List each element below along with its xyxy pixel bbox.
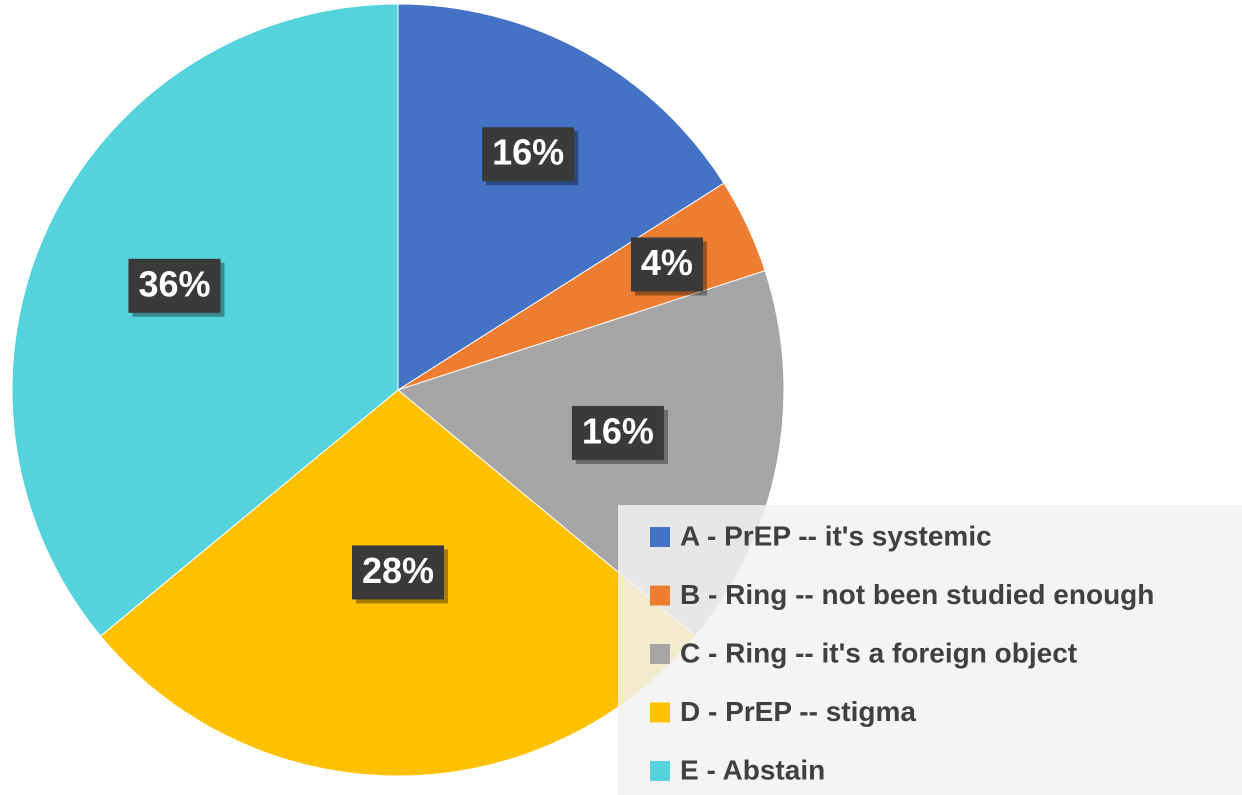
data-label: 16% xyxy=(571,405,668,464)
data-label-box xyxy=(482,127,575,182)
legend-swatch xyxy=(650,702,670,723)
data-label-box xyxy=(630,237,703,292)
data-label: 36% xyxy=(128,258,225,317)
data-label-text: 36% xyxy=(138,263,210,304)
data-label-text: 28% xyxy=(362,550,434,591)
legend-label: D - PrEP -- stigma xyxy=(680,696,916,727)
legend-label: E - Abstain xyxy=(680,754,825,785)
legend-label: B - Ring -- not been studied enough xyxy=(680,579,1154,610)
data-label: 16% xyxy=(482,127,579,186)
pie-slice xyxy=(397,3,725,391)
legend-swatch xyxy=(650,527,670,547)
data-label-box xyxy=(571,405,664,460)
legend-label: C - Ring -- it's a foreign object xyxy=(680,637,1077,668)
data-label-text: 4% xyxy=(641,242,693,283)
data-label-box xyxy=(128,258,221,313)
pie-slice xyxy=(11,3,399,637)
data-label: 4% xyxy=(630,237,707,296)
data-label-box xyxy=(351,545,445,600)
legend-swatch xyxy=(650,761,670,781)
legend-swatch xyxy=(650,644,670,664)
data-label-text: 16% xyxy=(492,132,564,173)
data-label-text: 16% xyxy=(582,410,654,451)
legend-label: A - PrEP -- it's systemic xyxy=(680,520,992,551)
data-label: 28% xyxy=(351,545,449,604)
legend-swatch xyxy=(650,585,670,606)
legend-box xyxy=(618,505,1242,795)
